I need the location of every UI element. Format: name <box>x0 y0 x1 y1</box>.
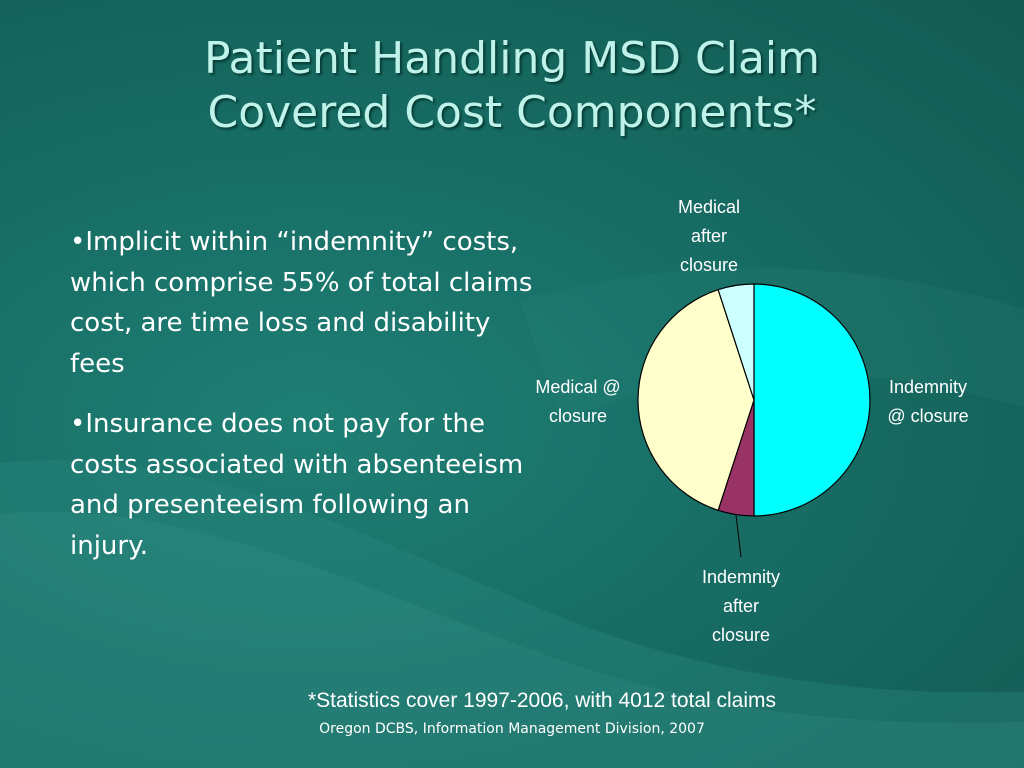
pie-slice-label: Indemnity after closure <box>702 567 780 645</box>
pie-slice-label: Medical after closure <box>678 197 740 275</box>
pie-slice <box>717 283 755 401</box>
footnote: *Statistics cover 1997-2006, with 4012 t… <box>307 689 777 712</box>
title-line-2: Covered Cost Components* <box>207 87 817 138</box>
title-line-1: Patient Handling MSD Claim <box>203 33 821 84</box>
pie-chart: Indemnity @ closure Indemnity after closure M… <box>535 197 968 645</box>
bullet-item: •Insurance does not pay for the costs as… <box>70 409 524 561</box>
bullet-item: •Implicit within “indemnity” costs, whic… <box>70 227 533 379</box>
label-leader-line <box>735 514 742 558</box>
pie-slice <box>753 283 871 517</box>
pie-slice-label: Indemnity @ closure <box>887 377 968 426</box>
source-citation: Oregon DCBS, Information Management Divi… <box>319 721 705 737</box>
pie-slice-label: Medical @ closure <box>535 377 620 426</box>
bullet-list: •Implicit within “indemnity” costs, whic… <box>70 222 540 586</box>
pie-slice <box>637 288 755 512</box>
slide-title: Patient Handling MSD Claim Covered Cost … <box>0 32 1024 140</box>
